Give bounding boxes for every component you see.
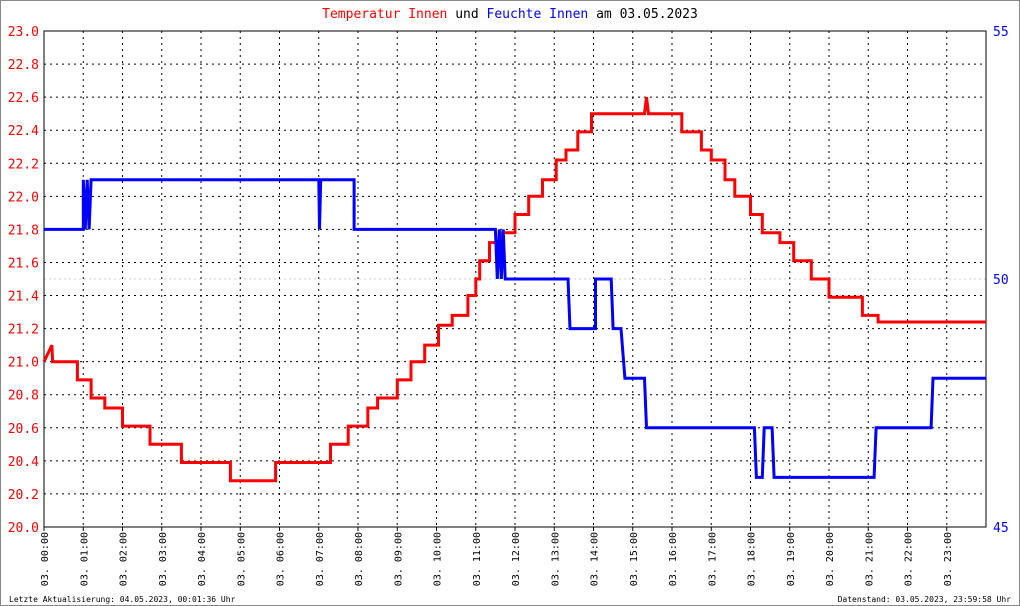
x-tick-label: 03. 22:00 — [904, 532, 915, 586]
x-tick-label: 03. 11:00 — [472, 532, 483, 586]
y-left-tick-label: 22.2 — [8, 157, 39, 172]
x-tick-label: 03. 07:00 — [315, 532, 326, 586]
x-tick-label: 03. 19:00 — [786, 532, 797, 586]
footer-data-status: Datenstand: 03.05.2023, 23:59:58 Uhr — [837, 595, 1011, 604]
y-left-tick-label: 21.8 — [8, 223, 39, 238]
x-tick-label: 03. 15:00 — [629, 532, 640, 586]
x-tick-label: 03. 09:00 — [393, 532, 404, 586]
x-tick-label: 03. 12:00 — [511, 532, 522, 586]
x-tick-label: 03. 14:00 — [590, 532, 601, 586]
x-tick-label: 03. 06:00 — [276, 532, 287, 586]
footer-last-update: Letzte Aktualisierung: 04.05.2023, 00:01… — [9, 595, 236, 604]
chart-title: Temperatur Innen und Feuchte Innen am 03… — [1, 7, 1019, 22]
y-left-tick-label: 20.2 — [8, 488, 39, 503]
y-left-tick-label: 21.0 — [8, 356, 39, 371]
title-date: am 03.05.2023 — [596, 7, 698, 22]
y-left-tick-label: 22.0 — [8, 190, 39, 205]
plot-border — [43, 30, 987, 528]
y-left-tick-label: 21.4 — [8, 290, 39, 305]
x-tick-label: 03. 01:00 — [79, 532, 90, 586]
x-tick-label: 03. 02:00 — [119, 532, 130, 586]
y-left-tick-label: 22.6 — [8, 91, 39, 106]
y-left-tick-label: 20.6 — [8, 422, 39, 437]
x-tick-label: 03. 00:00 — [40, 532, 51, 586]
y-right-tick-label: 45 — [993, 521, 1009, 536]
x-tick-label: 03. 05:00 — [236, 532, 247, 586]
y-left-tick-label: 20.8 — [8, 389, 39, 404]
y-left-tick-label: 21.2 — [8, 323, 39, 338]
y-left-tick-label: 21.6 — [8, 256, 39, 271]
x-tick-label: 03. 10:00 — [433, 532, 444, 586]
x-tick-label: 03. 08:00 — [354, 532, 365, 586]
x-tick-label: 03. 04:00 — [197, 532, 208, 586]
series-line-humidity — [44, 178, 986, 479]
y-right-tick-label: 55 — [993, 25, 1009, 40]
x-tick-label: 03. 16:00 — [668, 532, 679, 586]
y-left-tick-label: 22.4 — [8, 124, 39, 139]
y-right-tick-label: 50 — [993, 273, 1009, 288]
title-humidity: Feuchte Innen — [486, 7, 589, 22]
x-tick-label: 03. 18:00 — [747, 532, 758, 586]
x-tick-label: 03. 21:00 — [864, 532, 875, 586]
y-left-tick-label: 23.0 — [8, 25, 39, 40]
x-tick-label: 03. 13:00 — [550, 532, 561, 586]
x-tick-label: 03. 17:00 — [707, 532, 718, 586]
y-left-tick-label: 20.0 — [8, 521, 39, 536]
title-and: und — [455, 7, 479, 22]
x-tick-label: 03. 03:00 — [158, 532, 169, 586]
x-tick-label: 03. 20:00 — [825, 532, 836, 586]
y-left-tick-label: 20.4 — [8, 455, 39, 470]
y-left-tick-label: 22.8 — [8, 58, 39, 73]
x-tick-label: 03. 23:00 — [943, 532, 954, 586]
title-temperature: Temperatur Innen — [322, 7, 448, 22]
